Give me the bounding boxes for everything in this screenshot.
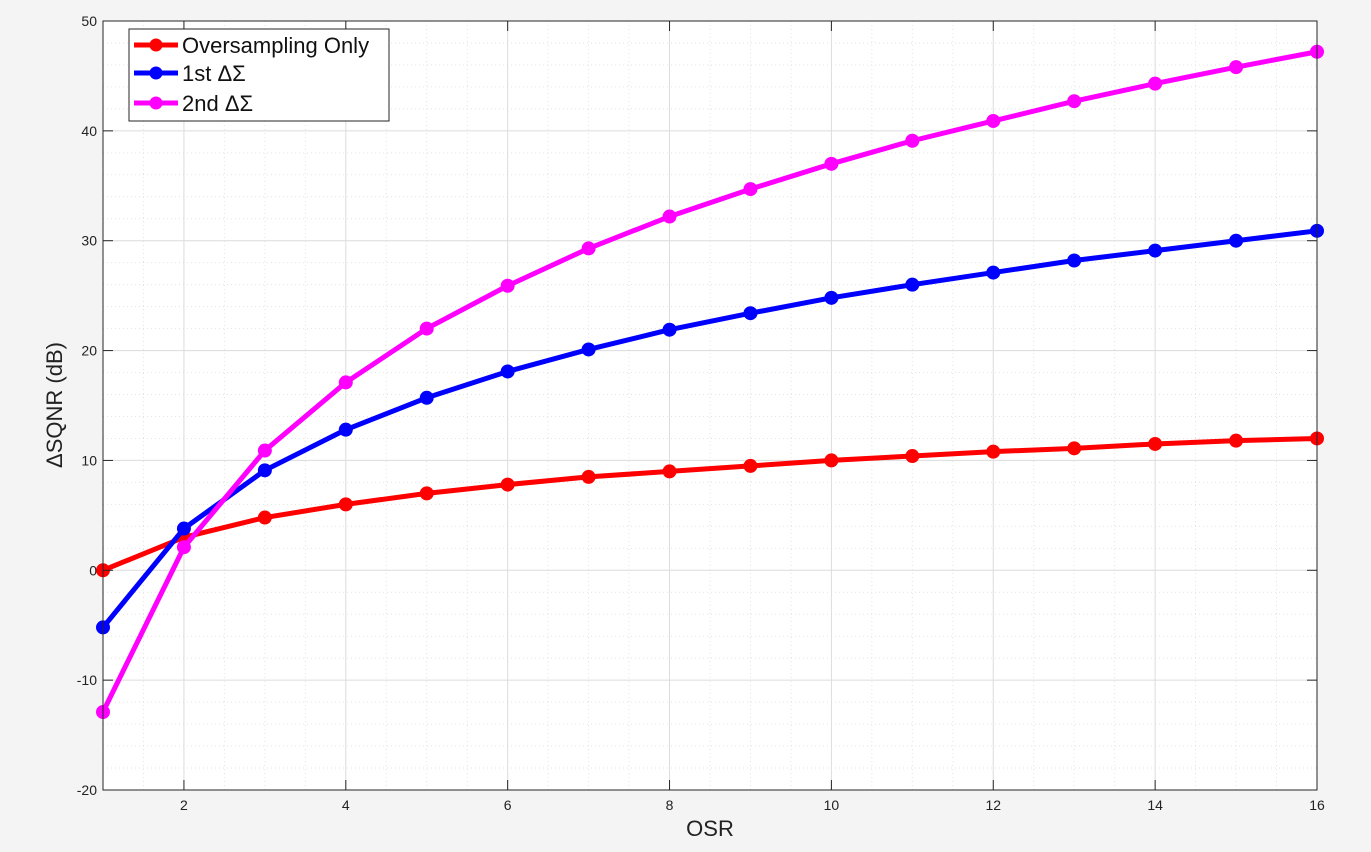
series-3-point (257, 443, 272, 458)
legend-entry-3: 2nd ΔΣ (134, 91, 253, 116)
series-1 (96, 431, 1324, 578)
y-tick-label: -20 (77, 782, 97, 798)
x-tick-label: 16 (1309, 797, 1325, 813)
legend-entry-3-marker (149, 96, 163, 110)
series-1-point (581, 469, 596, 484)
tick-layer: 2 4 6 8 10 12 14 16 -20 -10 0 10 20 30 40 50 (77, 13, 1325, 813)
series-2-point (743, 306, 758, 321)
series-3-point (338, 375, 353, 390)
series-1-point (338, 497, 353, 512)
series-3 (96, 44, 1324, 720)
series-3-point (824, 156, 839, 171)
series-2-point (257, 463, 272, 478)
x-tick-label: 12 (985, 797, 1001, 813)
series-2-point (824, 290, 839, 305)
legend-entry-1-label: Oversampling Only (182, 33, 369, 58)
series-1-point (905, 449, 920, 464)
legend: Oversampling Only 1st ΔΣ 2nd ΔΣ (128, 28, 390, 122)
series-1-point (743, 458, 758, 473)
series-2-point (662, 322, 677, 337)
legend-entry-2: 1st ΔΣ (134, 61, 246, 86)
y-tick-label: -10 (77, 672, 97, 688)
legend-entry-2-marker (149, 66, 163, 80)
series-3-point (986, 113, 1001, 128)
series-1-point (1067, 441, 1082, 456)
x-tick-label: 10 (824, 797, 840, 813)
series-2-point (338, 422, 353, 437)
series-1-point (500, 477, 515, 492)
series-2-point (1067, 253, 1082, 268)
series-3-point (743, 182, 758, 197)
series-3-point (1229, 60, 1244, 75)
series-3-point (419, 321, 434, 336)
series-2-point (1229, 233, 1244, 248)
series-1-point (1148, 436, 1163, 451)
series-1-point (1229, 433, 1244, 448)
series-1-line (102, 435, 1318, 573)
minor-grid (103, 21, 1317, 790)
y-axis-label: ΔSQNR (dB) (42, 342, 67, 468)
series-2-point (1148, 243, 1163, 258)
series-1-point (824, 453, 839, 468)
legend-entry-2-label: 1st ΔΣ (182, 61, 246, 86)
x-tick-label: 8 (666, 797, 674, 813)
x-tick-label: 14 (1147, 797, 1163, 813)
series-3-point (581, 241, 596, 256)
series-3-point (176, 540, 191, 555)
y-tick-label: 10 (81, 452, 97, 468)
series-2-line (101, 228, 1318, 629)
y-tick-label: 40 (81, 123, 97, 139)
series-1-point (257, 510, 272, 525)
legend-entry-3-label: 2nd ΔΣ (182, 91, 253, 116)
series-2 (96, 223, 1324, 635)
series-2-point (986, 265, 1001, 280)
series-2-point (581, 342, 596, 357)
series-2-point (905, 277, 920, 292)
series-3-point (500, 278, 515, 293)
x-axis-label: OSR (686, 816, 734, 841)
y-tick-label: 0 (89, 562, 97, 578)
series-2-point (176, 521, 191, 536)
legend-entry-1-marker (149, 38, 163, 52)
x-tick-label: 6 (504, 797, 512, 813)
series-1-point (986, 444, 1001, 459)
series-layer (96, 44, 1324, 720)
series-3-point (1067, 94, 1082, 109)
y-tick-label: 20 (81, 343, 97, 359)
series-3-line (100, 49, 1318, 714)
series-3-point (905, 133, 920, 148)
series-3-point (662, 209, 677, 224)
series-1-point (662, 464, 677, 479)
plot-frame (102, 20, 1318, 791)
series-2-point (419, 390, 434, 405)
x-tick-label: 2 (180, 797, 188, 813)
series-1-point (419, 486, 434, 501)
series-2-point (500, 364, 515, 379)
y-tick-label: 30 (81, 233, 97, 249)
legend-entry-1: Oversampling Only (134, 33, 369, 58)
x-tick-label: 4 (342, 797, 350, 813)
y-tick-label: 50 (81, 13, 97, 29)
series-3-point (1148, 76, 1163, 91)
